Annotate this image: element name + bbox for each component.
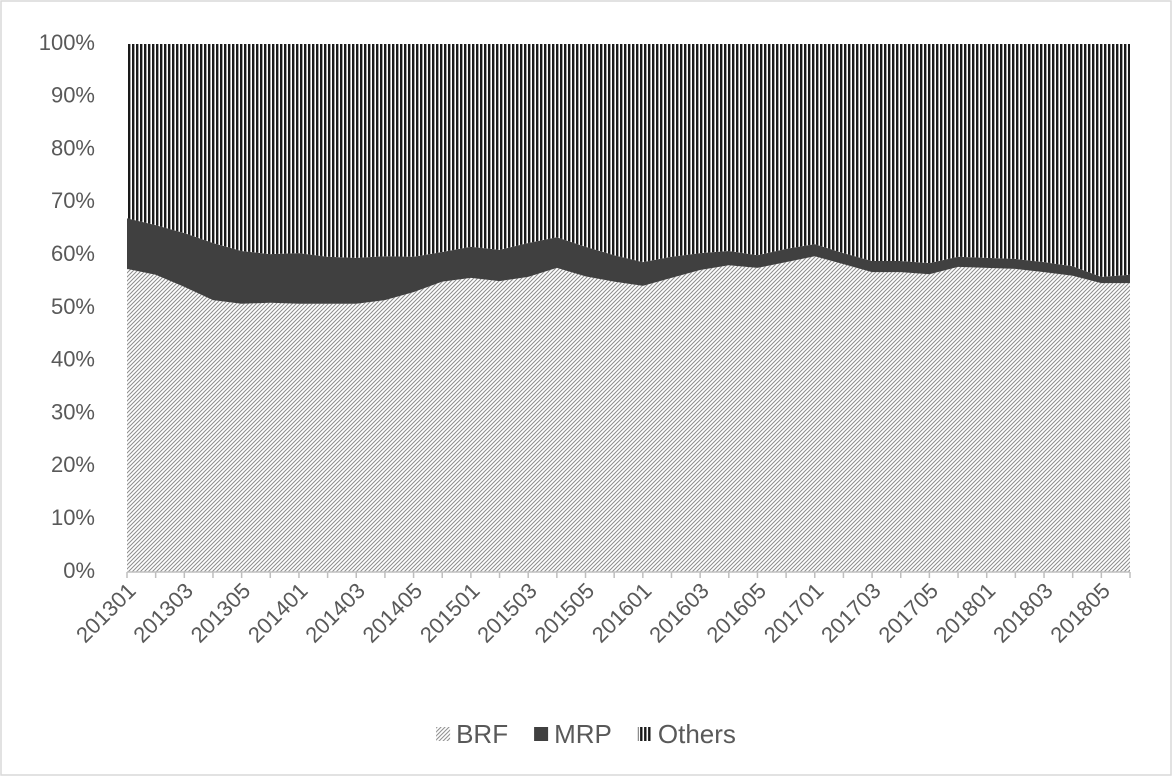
y-tick-label: 70% [51, 188, 95, 213]
y-tick-label: 20% [51, 452, 95, 477]
y-tick-label: 10% [51, 505, 95, 530]
y-tick-label: 100% [39, 30, 95, 55]
legend-label: Others [658, 719, 736, 749]
legend-label: MRP [554, 719, 612, 749]
legend-swatch [637, 727, 652, 741]
y-tick-label: 30% [51, 399, 95, 424]
y-tick-label: 90% [51, 83, 95, 108]
legend-swatch [534, 727, 549, 741]
y-tick-label: 0% [63, 558, 95, 583]
area-others [127, 44, 1130, 277]
legend-swatch [436, 727, 451, 741]
y-tick-label: 40% [51, 347, 95, 372]
area-brf [127, 256, 1130, 572]
y-tick-label: 60% [51, 241, 95, 266]
y-tick-label: 80% [51, 135, 95, 160]
legend-label: BRF [456, 719, 508, 749]
area-mrp [127, 218, 1130, 304]
legend: BRF MRP Others [436, 719, 736, 749]
y-tick-label: 50% [51, 294, 95, 319]
